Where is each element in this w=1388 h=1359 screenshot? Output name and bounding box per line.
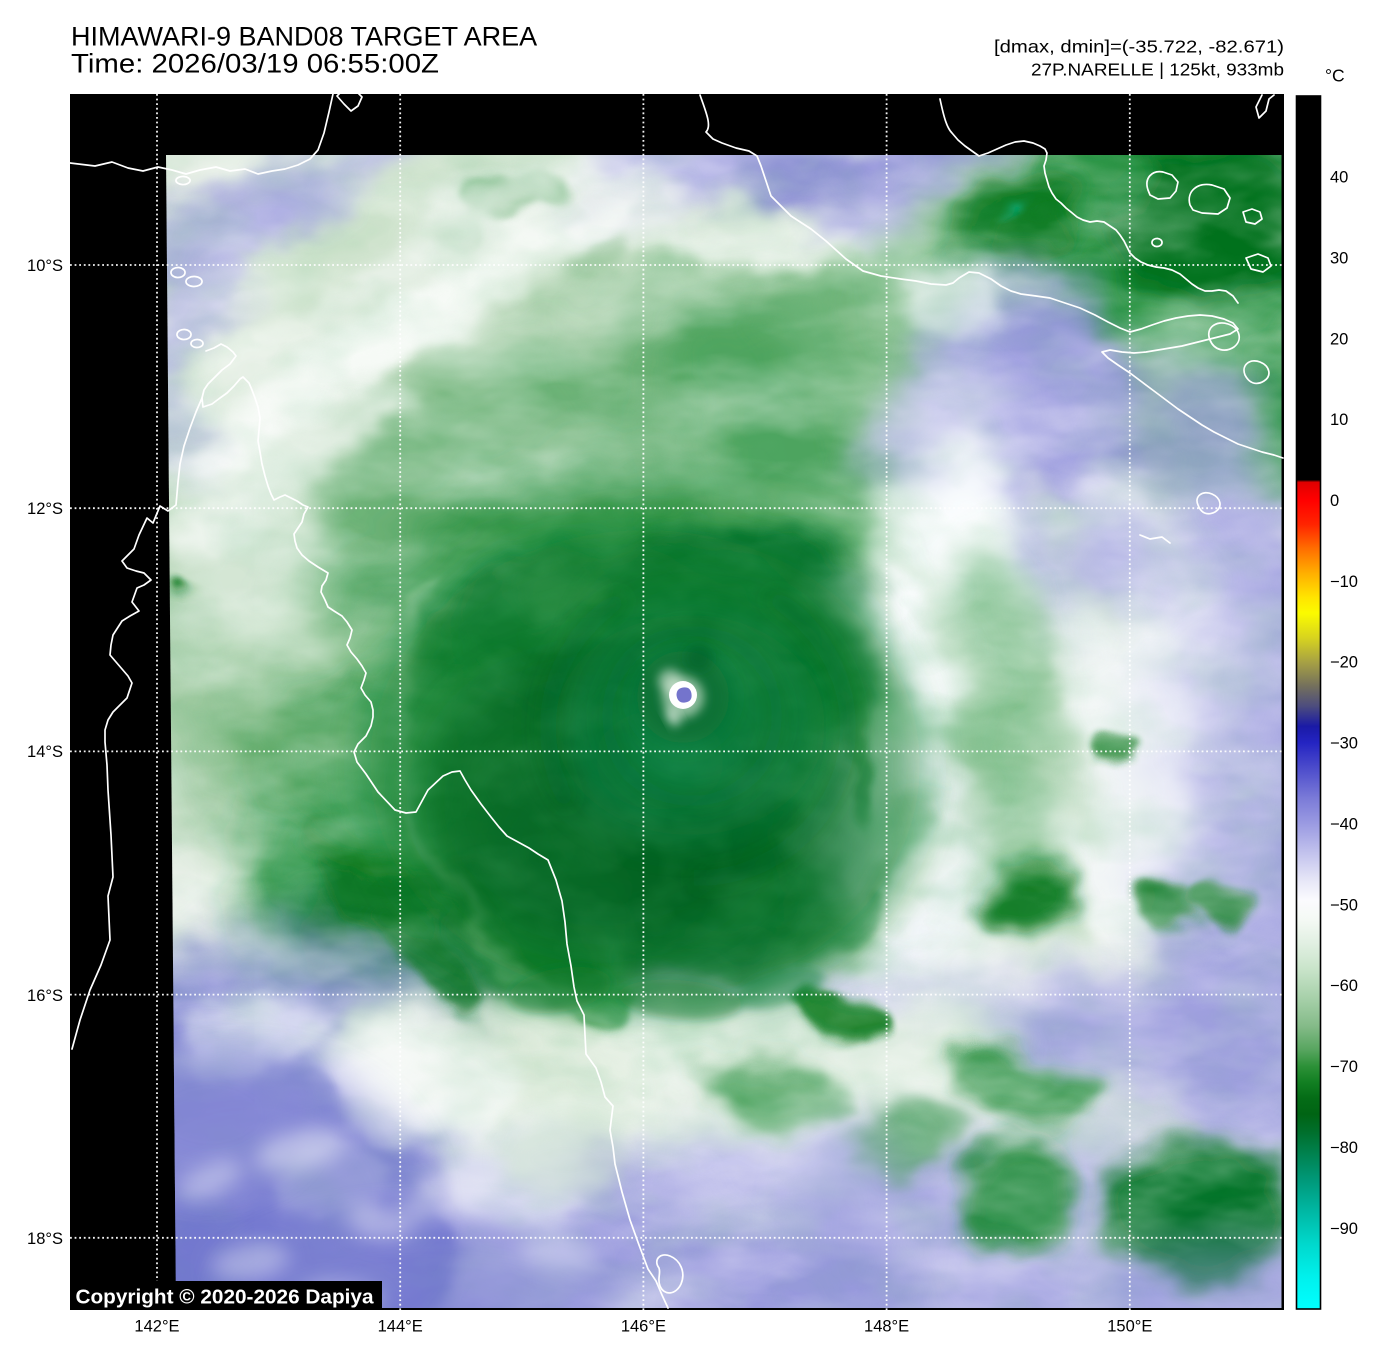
svg-text:HIMAWARI-9 BAND08 TARGET AREA: HIMAWARI-9 BAND08 TARGET AREA [71, 22, 537, 52]
svg-text:146°E: 146°E [621, 1318, 666, 1336]
svg-text:150°E: 150°E [1107, 1318, 1152, 1336]
svg-text:Time: 2026/03/19 06:55:00Z: Time: 2026/03/19 06:55:00Z [71, 49, 439, 79]
svg-text:Copyright © 2020-2026 Dapiya: Copyright © 2020-2026 Dapiya [76, 1286, 375, 1309]
svg-text:−50: −50 [1330, 896, 1358, 914]
svg-text:−30: −30 [1330, 735, 1358, 753]
svg-text:40: 40 [1330, 169, 1348, 187]
svg-text:14°S: 14°S [27, 743, 63, 761]
svg-text:20: 20 [1330, 330, 1348, 348]
svg-text:−90: −90 [1330, 1220, 1358, 1238]
svg-text:12°S: 12°S [27, 500, 63, 518]
svg-text:10: 10 [1330, 411, 1348, 429]
svg-text:10°S: 10°S [27, 257, 63, 275]
svg-text:−10: −10 [1330, 573, 1358, 591]
svg-text:27P.NARELLE | 125kt, 933mb: 27P.NARELLE | 125kt, 933mb [1031, 60, 1284, 80]
svg-text:−60: −60 [1330, 977, 1358, 995]
svg-text:−40: −40 [1330, 816, 1358, 834]
svg-text:142°E: 142°E [134, 1318, 179, 1336]
svg-text:144°E: 144°E [378, 1318, 423, 1336]
svg-text:−80: −80 [1330, 1139, 1358, 1157]
svg-text:16°S: 16°S [27, 987, 63, 1005]
svg-text:−70: −70 [1330, 1058, 1358, 1076]
svg-text:18°S: 18°S [27, 1230, 63, 1248]
svg-text:°C: °C [1325, 66, 1345, 86]
svg-text:30: 30 [1330, 249, 1348, 267]
svg-text:148°E: 148°E [864, 1318, 909, 1336]
svg-text:0: 0 [1330, 492, 1339, 510]
svg-text:[dmax, dmin]=(-35.722, -82.671: [dmax, dmin]=(-35.722, -82.671) [994, 37, 1284, 57]
svg-text:−20: −20 [1330, 654, 1358, 672]
